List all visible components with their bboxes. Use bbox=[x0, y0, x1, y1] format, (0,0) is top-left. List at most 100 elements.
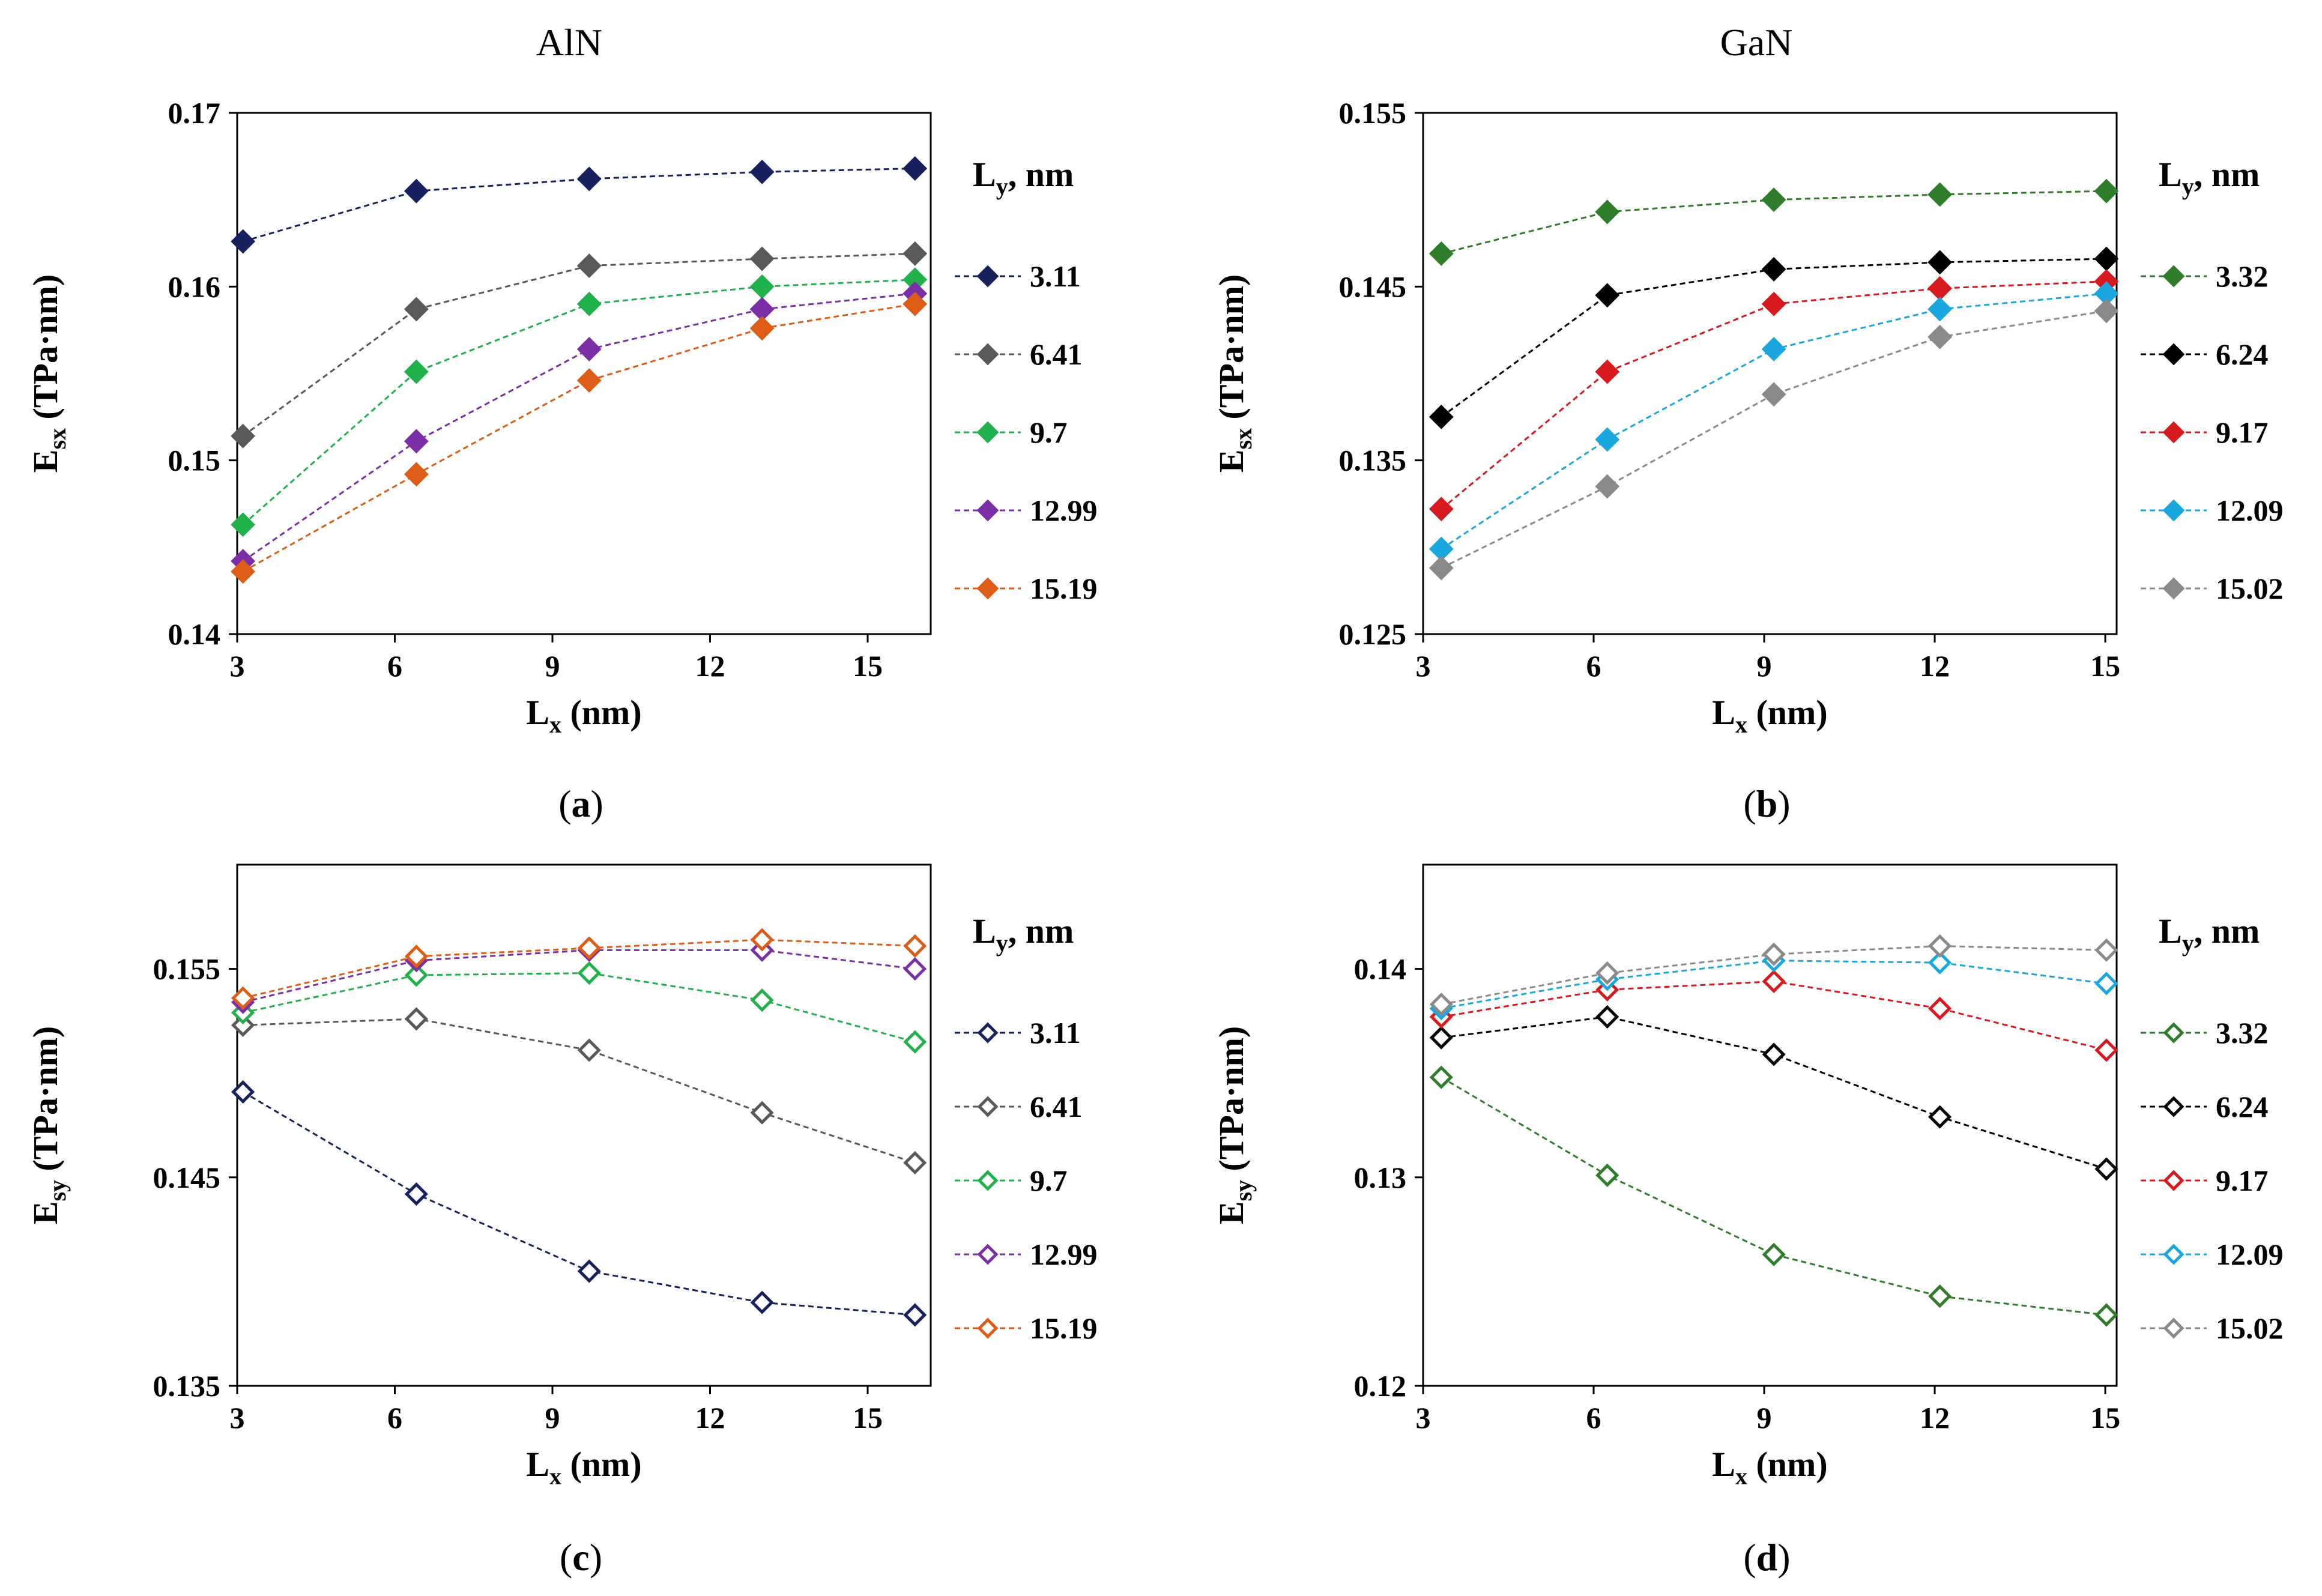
legend-label: 9.7 bbox=[1030, 1164, 1068, 1197]
legend-marker bbox=[2162, 265, 2185, 288]
data-point bbox=[903, 934, 927, 958]
data-point bbox=[1762, 969, 1786, 993]
data-point bbox=[1595, 283, 1620, 308]
data-point bbox=[576, 166, 602, 192]
data-point bbox=[2094, 1038, 2118, 1062]
data-point bbox=[1429, 1065, 1453, 1089]
legend-label: 3.32 bbox=[2216, 259, 2269, 293]
data-point bbox=[903, 957, 927, 981]
legend-marker bbox=[2163, 1096, 2184, 1117]
x-tick-label: 9 bbox=[1757, 649, 1772, 683]
legend-marker bbox=[976, 577, 999, 600]
data-point bbox=[1928, 1105, 1952, 1129]
data-point bbox=[231, 512, 256, 537]
data-point bbox=[404, 178, 429, 204]
x-tick-label: 6 bbox=[1586, 649, 1601, 683]
data-point bbox=[1928, 997, 1952, 1021]
x-tick-label: 3 bbox=[230, 649, 245, 683]
legend-marker bbox=[977, 1317, 999, 1339]
data-point bbox=[577, 961, 601, 985]
data-point bbox=[231, 986, 255, 1010]
x-tick-label: 15 bbox=[2090, 1401, 2120, 1434]
x-tick-label: 3 bbox=[1416, 1401, 1431, 1434]
legend-label: 9.17 bbox=[2216, 1164, 2269, 1197]
x-axis-title: Lx (nm) bbox=[1712, 693, 1827, 738]
data-point bbox=[404, 297, 429, 322]
legend-marker bbox=[2162, 499, 2185, 522]
y-axis-title: Esx (TPa·nm) bbox=[1212, 274, 1257, 473]
data-point bbox=[404, 963, 428, 987]
data-point bbox=[2094, 178, 2119, 204]
data-point bbox=[1928, 1284, 1952, 1308]
data-point bbox=[577, 1038, 601, 1062]
legend-title: Ly, nm bbox=[2159, 155, 2260, 200]
y-tick-label: 0.14 bbox=[1354, 952, 1407, 986]
data-point bbox=[902, 291, 928, 316]
data-point bbox=[404, 359, 429, 384]
panel-a: 0.14 0.15 0.16 0.17 3 6 9 12 15 Lx (nm) Esx (TPa·n… bbox=[26, 96, 1098, 825]
x-tick-label: 9 bbox=[545, 1401, 560, 1434]
data-point bbox=[2094, 1157, 2118, 1181]
y-axis-title: Esy (TPa·nm) bbox=[1212, 1026, 1257, 1224]
y-tick-label: 0.14 bbox=[168, 617, 221, 651]
y-tick-label: 0.135 bbox=[153, 1369, 221, 1403]
x-axis-title: Lx (nm) bbox=[526, 1445, 641, 1490]
y-tick-label: 0.13 bbox=[1354, 1161, 1407, 1194]
data-point bbox=[1429, 555, 1454, 581]
y-axis-title: Esy (TPa·nm) bbox=[26, 1026, 71, 1224]
x-tick-label: 12 bbox=[1920, 649, 1950, 683]
data-point bbox=[231, 229, 256, 254]
data-point bbox=[1429, 497, 1454, 522]
panel-caption: (a) bbox=[558, 782, 603, 825]
data-point bbox=[1429, 1026, 1453, 1050]
data-point bbox=[404, 429, 429, 454]
y-tick-label: 0.155 bbox=[1339, 96, 1407, 130]
x-tick-label: 3 bbox=[230, 1401, 245, 1434]
panel-caption: (d) bbox=[1743, 1536, 1790, 1579]
y-tick-label: 0.17 bbox=[168, 96, 221, 130]
legend-label: 12.09 bbox=[2216, 1238, 2284, 1271]
data-point bbox=[750, 988, 774, 1012]
x-tick-label: 15 bbox=[853, 1401, 883, 1434]
data-point bbox=[1761, 337, 1786, 361]
data-point bbox=[1595, 1163, 1619, 1187]
x-tick-label: 15 bbox=[2090, 649, 2120, 683]
x-tick-label: 9 bbox=[545, 649, 560, 683]
legend-label: 12.99 bbox=[1030, 494, 1098, 527]
legend-label: 15.02 bbox=[2216, 572, 2284, 605]
data-point bbox=[1928, 934, 1952, 958]
legend-label: 6.41 bbox=[1030, 1090, 1083, 1123]
data-point bbox=[404, 1007, 428, 1031]
data-point bbox=[1595, 359, 1620, 384]
data-point bbox=[231, 559, 256, 584]
data-point bbox=[2094, 1303, 2118, 1327]
x-axis-title: Lx (nm) bbox=[1712, 1445, 1827, 1490]
data-point bbox=[1761, 256, 1786, 282]
panel-d: 0.12 0.13 0.14 3 6 9 12 15 Lx (nm) Esy (TPa·nm) Ly… bbox=[1212, 863, 2284, 1579]
x-tick-label: 3 bbox=[1416, 649, 1431, 683]
legend-label: 3.11 bbox=[1030, 259, 1081, 293]
data-point bbox=[404, 945, 428, 969]
y-tick-label: 0.135 bbox=[1339, 444, 1407, 477]
data-point bbox=[749, 246, 775, 271]
data-point bbox=[577, 1259, 601, 1283]
x-axis-title: Lx (nm) bbox=[526, 693, 641, 738]
data-point bbox=[1762, 1242, 1786, 1266]
x-tick-label: 6 bbox=[387, 1401, 402, 1434]
y-tick-label: 0.12 bbox=[1354, 1369, 1407, 1403]
data-point bbox=[1927, 250, 1952, 275]
legend-title: Ly, nm bbox=[973, 155, 1074, 200]
plot-frame bbox=[236, 112, 932, 635]
legend-marker bbox=[976, 421, 999, 444]
series-line-6.41 bbox=[242, 252, 915, 437]
data-point bbox=[576, 337, 602, 361]
data-point bbox=[749, 159, 775, 184]
legend-marker bbox=[2162, 343, 2185, 366]
data-point bbox=[576, 291, 602, 316]
legend-marker bbox=[976, 499, 999, 522]
data-point bbox=[404, 1182, 428, 1206]
legend-marker bbox=[2162, 421, 2185, 444]
panel-caption: (c) bbox=[560, 1536, 602, 1579]
data-point bbox=[1429, 993, 1453, 1017]
